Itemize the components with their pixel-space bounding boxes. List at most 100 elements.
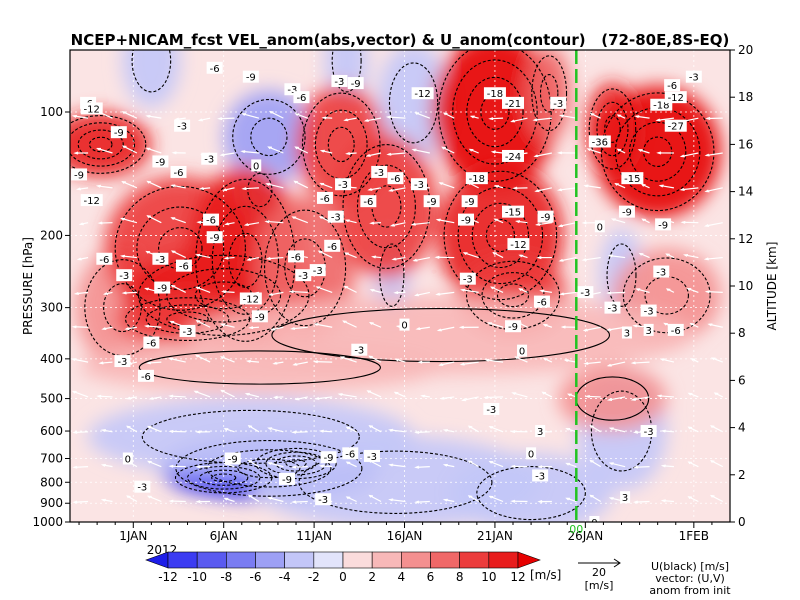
vector-arrow-head (195, 320, 201, 323)
contour-label: -6 (667, 81, 677, 92)
vector-arrow (293, 361, 308, 366)
contour-label: -9 (74, 170, 84, 181)
vector-arrow-head (343, 118, 349, 122)
vector-arrow (586, 395, 601, 398)
anomaly-blob (449, 453, 613, 522)
chart-title: NCEP+NICAM_fcst VEL_anom(abs,vector) & U… (71, 31, 730, 49)
altitude-tick-label: 8 (738, 326, 746, 340)
vector-arrow-head (632, 324, 638, 328)
contour-label-box (640, 304, 657, 317)
vector-arrow (74, 431, 89, 434)
vector-arrow (295, 146, 309, 154)
contour-line (141, 409, 360, 464)
grid-lines (70, 50, 730, 522)
vector-arrow (540, 290, 552, 293)
vector-arrow (590, 425, 602, 433)
vector-arrow (488, 322, 504, 328)
contour-label: -3 (644, 307, 654, 318)
vector-arrow (710, 425, 724, 433)
contour-label-box (664, 119, 687, 132)
contour-label: -6 (141, 372, 151, 383)
vector-arrow (389, 429, 406, 433)
vector-arrow-head (73, 291, 79, 295)
colorbar-box (459, 551, 490, 569)
vector-arrow (243, 187, 259, 190)
contour-line (485, 218, 515, 253)
vector-arrow-head (679, 154, 685, 158)
vector-arrow-head (385, 115, 391, 119)
vector-arrow (268, 462, 284, 468)
contour-label-box (459, 272, 476, 285)
vector-arrow (271, 326, 284, 331)
contour-label: -6 (210, 64, 220, 75)
contour-label: -3 (155, 255, 165, 266)
vector-arrow (195, 354, 211, 363)
pressure-tick-label: 800 (40, 475, 63, 489)
vector-arrow-head (145, 114, 151, 118)
vector-arrow-head (589, 113, 595, 116)
contour-label: -3 (374, 168, 384, 179)
contour-label-box (114, 355, 131, 368)
vector-arrow (387, 116, 406, 119)
contour-label: -9 (246, 73, 256, 84)
contour-label: 3 (645, 326, 651, 337)
contour-label-box (295, 269, 312, 282)
contour-label: 3 (537, 427, 543, 438)
vector-arrow (662, 499, 674, 503)
vector-arrow-head (243, 223, 249, 227)
vector-arrow-head (704, 189, 710, 193)
contour-label: -3 (354, 346, 364, 357)
vector-arrow-head (195, 354, 200, 358)
vector-arrow-head (223, 497, 229, 501)
vector-arrow-head (420, 394, 426, 398)
vector-arrow (705, 222, 723, 227)
colorbar-tick-label: 6 (427, 570, 435, 584)
contour-line (158, 227, 203, 270)
vector-arrow-head (663, 322, 668, 326)
contour-label-box (423, 195, 440, 208)
contour-label: -6 (345, 449, 355, 460)
contour-label-box (621, 326, 632, 339)
vector-arrow-head (608, 497, 614, 500)
contour-label-box (589, 516, 600, 522)
contour-label: -18 (469, 174, 485, 185)
vector-arrow (346, 496, 357, 503)
contour-label-box (320, 451, 337, 464)
contour-label-box (122, 452, 133, 465)
vector-arrow (245, 222, 260, 226)
vector-arrow-head (170, 250, 176, 254)
vector-arrow (294, 180, 309, 189)
time-tick-label: 1JAN (119, 529, 147, 543)
vector-arrow-head (410, 222, 416, 226)
vector-arrow (542, 391, 553, 398)
contour-label: -3 (553, 99, 563, 110)
contour-label-box (134, 480, 151, 493)
vector-arrow-head (581, 258, 587, 262)
vector-arrow-head (393, 291, 399, 295)
contour-line (186, 465, 261, 490)
vector-arrow (442, 146, 455, 154)
vector-arrow-head (195, 253, 201, 257)
vector-arrow (346, 426, 357, 433)
contour-label: -9 (658, 220, 668, 231)
vector-arrow-head (241, 187, 247, 191)
vector-arrow-head (247, 459, 253, 463)
contour-label: -9 (114, 128, 124, 139)
vector-arrow (72, 390, 89, 398)
contour-label: -3 (318, 495, 328, 506)
vector-arrow-head (493, 218, 499, 222)
contour-line (443, 170, 558, 301)
vector-arrow (97, 147, 113, 154)
vector-arrow (632, 396, 650, 401)
time-axis: 1JAN 6JAN 11JAN 16JAN 21JAN 26JAN 1FEB (78, 522, 713, 543)
vector-arrow-head (170, 217, 176, 220)
vector-arrow-head (368, 494, 374, 498)
contour-label-box (116, 269, 133, 282)
contour-line (131, 50, 172, 93)
vector-arrow-head (414, 500, 420, 504)
vector-arrow (392, 256, 406, 261)
vector-arrow (485, 359, 504, 363)
vector-arrow (292, 216, 308, 224)
vector-arrow-head (581, 221, 587, 225)
vector-arrow-head (247, 494, 253, 498)
